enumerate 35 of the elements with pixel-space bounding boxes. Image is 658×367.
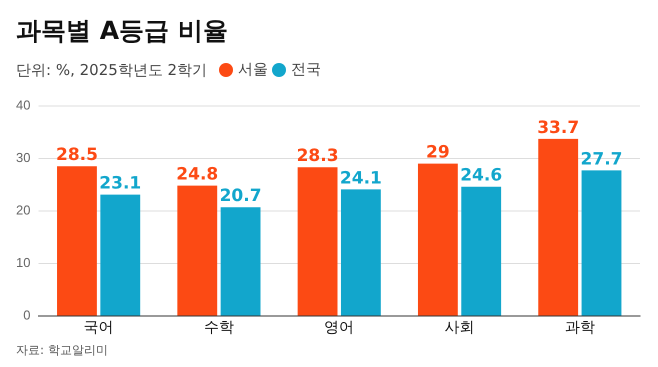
bar: [340, 189, 381, 316]
data-label: 27.7: [580, 149, 622, 170]
data-label: 24.6: [460, 166, 502, 186]
bar: [461, 186, 502, 316]
data-label: 33.7: [537, 118, 580, 138]
chart-title: 과목별 A등급 비율: [16, 15, 228, 47]
x-tick-label: 과학: [564, 319, 595, 336]
bar: [57, 166, 97, 316]
data-label: 24.8: [176, 164, 218, 185]
text: 자료: 학교알리미: [16, 342, 108, 359]
data-label: 20.7: [220, 186, 262, 206]
y-tick-label: 30: [16, 150, 30, 165]
bar: [582, 170, 622, 316]
legend-label: 전국: [291, 60, 322, 79]
x-tick-label: 영어: [324, 319, 354, 336]
bar: [100, 194, 140, 316]
x-tick-label: 국어: [84, 319, 114, 336]
x-tick-label: 사회: [444, 319, 475, 336]
chart-subtitle: 단위: %, 2025학년도 2학기: [16, 60, 208, 80]
data-label: 29: [426, 142, 450, 163]
data-label: 28.5: [56, 145, 98, 166]
bar: [177, 186, 218, 316]
data-label: 28.3: [296, 146, 339, 166]
y-tick-label: 0: [23, 308, 30, 323]
data-label: 24.1: [340, 168, 382, 188]
bar: [538, 138, 578, 316]
legend-label: 서울: [238, 60, 268, 79]
y-tick-label: 10: [16, 255, 30, 270]
x-tick-label: 수학: [204, 319, 234, 336]
bar: [220, 207, 260, 316]
y-tick-label: 20: [16, 202, 30, 218]
y-tick-label: 40: [16, 97, 30, 112]
data-label: 23.1: [99, 174, 142, 194]
bar: [298, 167, 338, 316]
bar: [418, 164, 458, 316]
